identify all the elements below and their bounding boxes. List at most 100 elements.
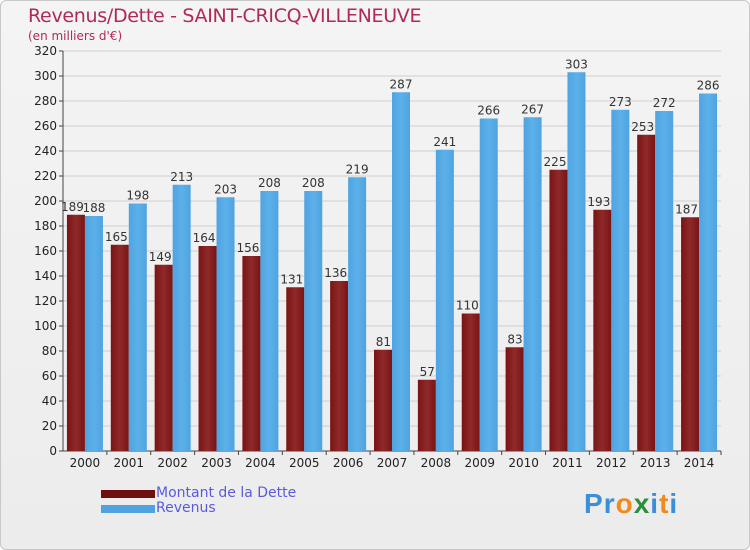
- data-label-revenue: 198: [126, 189, 149, 203]
- x-tick-label: 2010: [508, 456, 539, 470]
- bar-debt: [374, 349, 392, 451]
- legend-swatch-debt: [101, 490, 155, 498]
- proxiti-logo: Proxiti: [584, 488, 678, 520]
- chart-subtitle: (en milliers d'€): [28, 29, 123, 43]
- y-tick-label: 300: [34, 69, 57, 83]
- y-tick-label: 160: [34, 244, 57, 258]
- y-tick-label: 40: [42, 394, 57, 408]
- x-tick-label: 2000: [70, 456, 101, 470]
- x-tick-label: 2009: [464, 456, 495, 470]
- x-tick-label: 2003: [201, 456, 232, 470]
- data-label-revenue: 203: [214, 182, 237, 196]
- bar-revenue: [523, 117, 542, 451]
- logo-letter: i: [650, 488, 660, 519]
- bar-revenue: [655, 111, 674, 451]
- x-tick-label: 2012: [596, 456, 627, 470]
- x-tick-label: 2013: [640, 456, 671, 470]
- data-label-debt: 164: [193, 231, 216, 245]
- bar-debt: [505, 347, 524, 451]
- logo-letter: t: [659, 488, 670, 519]
- data-label-debt: 131: [280, 272, 303, 286]
- bar-revenue: [128, 203, 147, 451]
- bar-debt: [198, 246, 217, 451]
- x-tick-label: 2008: [421, 456, 452, 470]
- y-tick-label: 220: [34, 169, 57, 183]
- bar-debt: [154, 264, 173, 451]
- bar-revenue: [567, 72, 586, 451]
- y-tick-label: 260: [34, 119, 57, 133]
- data-label-revenue: 208: [302, 176, 325, 190]
- x-tick-label: 2011: [552, 456, 583, 470]
- bar-debt: [417, 379, 436, 451]
- x-tick-label: 2005: [289, 456, 320, 470]
- data-label-debt: 189: [61, 200, 84, 214]
- logo-letter: r: [603, 488, 616, 519]
- bar-debt: [110, 244, 129, 451]
- bar-debt: [637, 134, 656, 451]
- x-tick-label: 2007: [377, 456, 408, 470]
- bar-debt: [593, 209, 612, 451]
- bar-revenue: [260, 191, 279, 451]
- bar-debt: [286, 287, 305, 451]
- bar-revenue: [392, 92, 410, 451]
- data-label-revenue: 272: [653, 96, 676, 110]
- bar-revenue: [348, 177, 367, 451]
- bar-revenue: [699, 93, 718, 451]
- y-tick-label: 120: [34, 294, 57, 308]
- data-label-revenue: 241: [433, 135, 456, 149]
- data-label-revenue: 219: [346, 162, 369, 176]
- data-label-revenue: 188: [82, 201, 105, 215]
- data-label-revenue: 303: [565, 57, 588, 71]
- y-tick-label: 100: [34, 319, 57, 333]
- x-tick-label: 2014: [684, 456, 715, 470]
- bar-revenue: [84, 216, 103, 451]
- bar-debt: [681, 217, 700, 451]
- y-tick-label: 280: [34, 94, 57, 108]
- logo-letter: o: [615, 488, 634, 519]
- x-tick-label: 2004: [245, 456, 276, 470]
- y-tick-label: 20: [42, 419, 57, 433]
- data-label-revenue: 266: [477, 104, 500, 118]
- data-label-debt: 110: [456, 299, 479, 313]
- bar-revenue: [479, 118, 498, 451]
- legend-label-debt: Montant de la Dette: [156, 485, 297, 501]
- x-tick-label: 2006: [333, 456, 364, 470]
- data-label-revenue: 286: [697, 79, 720, 93]
- data-label-debt: 156: [236, 241, 259, 255]
- y-tick-label: 140: [34, 269, 57, 283]
- chart-title: Revenus/Dette - SAINT-CRICQ-VILLENEUVE: [28, 5, 422, 27]
- y-tick-label: 200: [34, 194, 57, 208]
- bar-debt: [242, 256, 261, 451]
- legend-swatch-revenue: [101, 505, 155, 513]
- bar-revenue: [172, 184, 191, 451]
- y-tick-label: 60: [42, 369, 57, 383]
- data-label-revenue: 287: [390, 77, 413, 91]
- bar-revenue: [611, 109, 630, 451]
- data-label-revenue: 273: [609, 95, 632, 109]
- data-label-debt: 149: [149, 250, 172, 264]
- data-label-debt: 83: [507, 332, 522, 346]
- bar-debt: [549, 169, 568, 451]
- y-tick-label: 240: [34, 144, 57, 158]
- bar-revenue: [435, 149, 454, 451]
- bar-revenue: [216, 197, 235, 451]
- data-label-debt: 165: [105, 230, 128, 244]
- data-label-debt: 81: [376, 335, 391, 349]
- bar-debt: [330, 281, 349, 451]
- bar-debt: [66, 214, 85, 451]
- data-label-revenue: 208: [258, 176, 281, 190]
- bar-debt: [461, 313, 480, 451]
- x-tick-label: 2001: [114, 456, 145, 470]
- data-label-debt: 187: [675, 202, 698, 216]
- y-tick-label: 80: [42, 344, 57, 358]
- legend-label-revenue: Revenus: [156, 500, 216, 516]
- x-tick-label: 2002: [157, 456, 188, 470]
- logo-letter: i: [669, 488, 679, 519]
- y-tick-label: 180: [34, 219, 57, 233]
- data-label-debt: 136: [324, 266, 347, 280]
- data-label-revenue: 213: [170, 170, 193, 184]
- data-label-debt: 193: [587, 195, 610, 209]
- data-label-debt: 225: [544, 155, 567, 169]
